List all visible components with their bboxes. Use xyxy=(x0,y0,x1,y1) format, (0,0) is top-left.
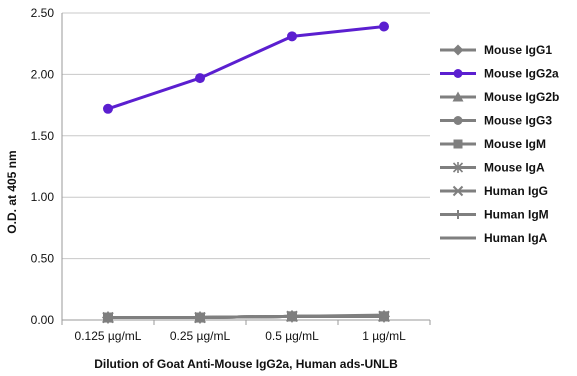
y-tick-label: 1.00 xyxy=(31,190,55,204)
series-line xyxy=(107,25,385,111)
legend: Mouse IgG1 Mouse IgG2a Mouse IgG2b Mouse Ig… xyxy=(440,43,559,245)
legend-item: Human IgA xyxy=(440,231,548,245)
y-axis-title: O.D. at 405 nm xyxy=(5,150,19,233)
series-mouse-igg2a xyxy=(103,21,389,114)
x-tick-label: 0.125 µg/mL xyxy=(75,329,142,343)
data-point-marker xyxy=(452,44,464,56)
legend-label: Human IgM xyxy=(484,208,549,222)
legend-item: Mouse IgG2b xyxy=(440,90,559,104)
data-point-marker xyxy=(103,103,113,114)
y-tick-label: 2.50 xyxy=(31,6,55,20)
legend-label: Mouse IgA xyxy=(484,161,545,175)
x-tick-label: 0.5 µg/mL xyxy=(265,329,319,343)
axes xyxy=(61,13,431,325)
legend-item: Mouse IgG2a xyxy=(440,67,559,81)
legend-label: Mouse IgG1 xyxy=(484,43,552,57)
legend-label: Mouse IgG2a xyxy=(484,67,559,81)
y-tick-label: 2.00 xyxy=(31,67,55,81)
data-point-marker xyxy=(453,210,463,219)
data-point-marker xyxy=(452,91,464,102)
x-axis-title: Dilution of Goat Anti-Mouse IgG2a, Human… xyxy=(94,357,398,371)
legend-label: Mouse IgM xyxy=(484,137,546,151)
legend-label: Human IgA xyxy=(484,231,548,245)
legend-item: Human IgM xyxy=(440,208,549,222)
data-point-marker xyxy=(452,185,464,197)
legend-item: Mouse IgG1 xyxy=(440,43,552,57)
data-point-marker xyxy=(287,31,297,42)
x-tick-label: 0.25 µg/mL xyxy=(170,329,231,343)
legend-item: Mouse IgG3 xyxy=(440,114,552,128)
legend-label: Mouse IgG2b xyxy=(484,90,559,104)
data-point-marker xyxy=(453,116,463,125)
x-tick-label: 1 µg/mL xyxy=(362,329,406,343)
data-point-marker xyxy=(453,139,463,149)
legend-item: Human IgG xyxy=(440,184,548,198)
y-tick-label: 0.50 xyxy=(31,252,55,266)
y-tick-label: 0.00 xyxy=(31,313,55,327)
legend-label: Human IgG xyxy=(484,184,548,198)
y-tick-label: 1.50 xyxy=(31,129,55,143)
gridlines xyxy=(62,12,430,260)
data-point-marker xyxy=(452,162,464,173)
legend-item: Mouse IgA xyxy=(440,161,545,175)
legend-label: Mouse IgG3 xyxy=(484,114,552,128)
series-lines xyxy=(102,21,390,324)
y-tick-labels: 0.00 0.50 1.00 1.50 2.00 2.50 xyxy=(31,6,55,327)
series-line xyxy=(108,313,385,320)
data-point-marker xyxy=(453,69,463,78)
x-tick-labels: 0.125 µg/mL 0.25 µg/mL 0.5 µg/mL 1 µg/mL xyxy=(75,329,407,343)
data-point-marker xyxy=(379,21,389,32)
series-human-iga xyxy=(108,313,385,320)
legend-item: Mouse IgM xyxy=(440,137,546,151)
data-point-marker xyxy=(195,73,205,84)
